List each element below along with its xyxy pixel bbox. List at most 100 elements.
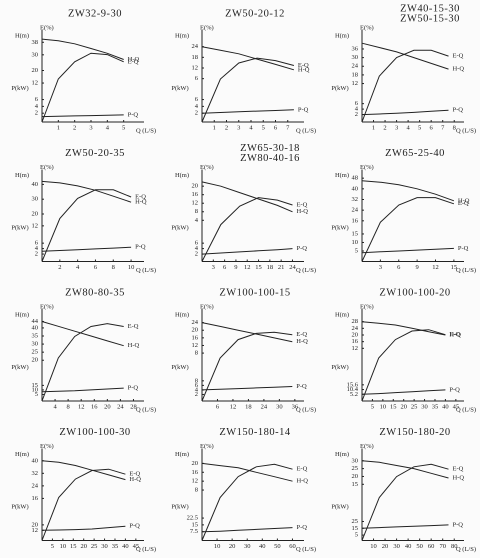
curve-label: E-Q [296,201,307,208]
y-tick-label: 20 [32,357,39,364]
x-tick-label: 12 [432,264,439,271]
curve [201,46,295,71]
curve-label: E-Q [452,53,463,60]
y-tick-label: 30 [32,196,39,203]
p-tick-label: 15 [352,230,359,237]
x-axis-label: Q (L/S) [296,267,316,274]
x-tick-label: 24 [261,403,268,410]
p-axis-label: P(kW) [331,85,348,92]
curve-label: P-Q [128,111,139,118]
y-axis-label: H(m) [15,451,29,458]
x-tick-label: 5 [371,403,374,410]
y-tick-label: 30 [352,54,359,61]
x-tick-label: 8 [453,124,456,131]
y-tick-label: 44 [32,318,39,325]
p-tick-label: 25 [352,518,359,525]
y-axis-label: H(m) [175,32,189,39]
x-tick-label: 6 [216,403,220,410]
y-axis-label: H(m) [15,311,29,318]
y-tick-label: 16 [192,469,199,476]
curve-label: E-Q [296,331,307,338]
curve [201,527,293,533]
curve [201,386,293,391]
curve-label: E-Q [128,323,139,330]
x-tick-label: 35 [112,543,119,550]
y-tick-label: 20 [32,210,39,217]
curve [361,247,454,254]
x-tick-label: 5 [262,124,265,131]
y2-axis-label: E(%) [40,24,54,31]
curve-label: P-Q [135,244,146,251]
p-tick-label: 5 [355,532,358,539]
curve-label: H-Q [452,66,464,73]
curve-label: H-Q [452,475,464,482]
curve [41,525,126,531]
x-tick-label: 45 [453,403,460,410]
x-tick-label: 35 [432,403,439,410]
p-tick-label: 6 [355,100,359,107]
x-tick-label: 50 [416,543,423,550]
curve-label: P-Q [452,107,463,114]
curve [361,197,455,262]
curve [41,460,126,481]
y-tick-label: 30 [32,51,39,58]
p-tick-label: 5 [35,391,38,398]
chart-title: ZW65-30-18 [240,143,300,154]
y-tick-label: 40 [32,324,39,331]
y2-axis-label: E(%) [360,24,374,31]
x-tick-label: 4 [76,264,80,271]
p-axis-label: P(kW) [11,225,28,232]
chart-subtitle: ZW50-15-30 [400,13,460,24]
curve [41,321,124,347]
curve-label: P-Q [452,521,463,528]
y2-axis-label: E(%) [40,303,54,310]
y-tick-label: 16 [192,191,199,198]
x-tick-label: 1 [372,124,375,131]
y-tick-label: 36 [352,45,359,52]
curve [201,109,294,114]
x-tick-label: 10 [60,543,67,550]
x-tick-label: 16 [91,403,98,410]
curve [201,331,293,402]
x-tick-label: 3 [212,264,215,271]
p-tick-label: 2 [195,110,198,117]
x-tick-label: 30 [244,543,251,550]
x-tick-label: 2 [73,124,76,131]
x-tick-label: 60 [428,543,435,550]
curve [201,197,293,262]
curve-label: E-Q [449,331,460,338]
chart-title: ZW65-25-40 [385,148,445,159]
y-tick-label: 40 [352,185,359,192]
p-tick-label: 10 [32,386,39,393]
p-axis-label: P(kW) [331,225,348,232]
p-tick-label: 22.5 [187,515,198,522]
x-axis-label: Q (L/S) [136,267,156,274]
y-tick-label: 35 [32,332,39,339]
y-tick-label: 30 [352,457,359,464]
x-tick-label: 25 [411,403,418,410]
p-tick-label: 4 [355,106,359,113]
x-tick-label: 24 [289,264,296,271]
y2-axis-label: E(%) [200,443,214,450]
x-axis-label: Q (L/S) [296,406,316,413]
x-tick-label: 3 [395,124,398,131]
x-tick-label: 4 [53,403,57,410]
chart-title: ZW100-100-20 [379,287,450,298]
x-tick-label: 12 [230,403,237,410]
p-tick-label: 6 [35,96,39,103]
p-tick-label: 4 [35,245,39,252]
y-tick-label: 20 [352,473,359,480]
x-tick-label: 36 [292,403,299,410]
x-tick-label: 80 [451,543,458,550]
y-tick-label: 40 [32,181,39,188]
curve-label: P-Q [296,245,307,252]
x-tick-label: 4 [249,124,253,131]
x-axis-label: Q (L/S) [456,127,476,134]
x-tick-label: 28 [130,403,137,410]
p-axis-label: P(kW) [11,364,28,371]
x-axis-label: Q (L/S) [456,406,476,413]
x-tick-label: 4 [406,124,410,131]
p-tick-label: 10 [352,239,359,246]
curve [361,329,446,402]
p-axis-label: P(kW) [171,364,188,371]
